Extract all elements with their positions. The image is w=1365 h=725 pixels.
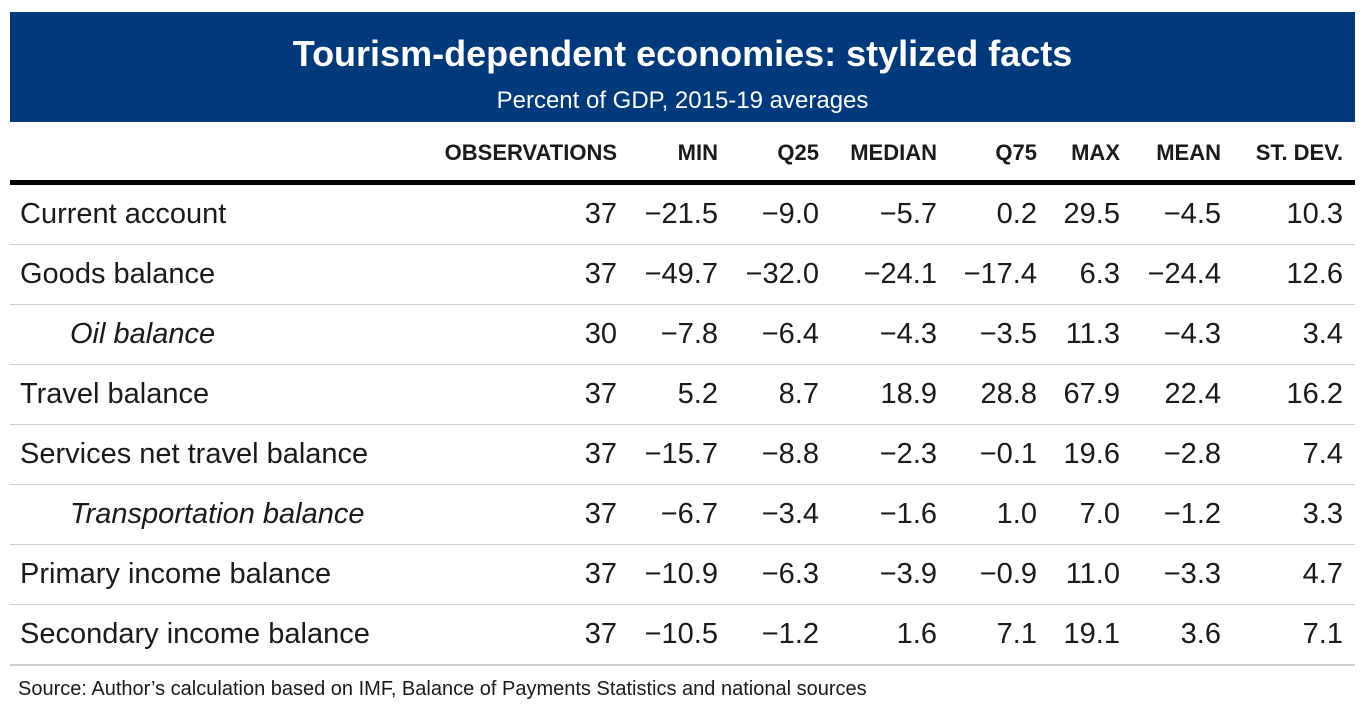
cell-st-dev: 12.6: [1286, 258, 1343, 290]
cell-q75: 0.2: [996, 198, 1037, 230]
cell-max: 19.1: [1063, 618, 1120, 650]
cell-max: 29.5: [1063, 198, 1120, 230]
cell-q75: 7.1: [996, 618, 1037, 650]
cell-median: −5.7: [879, 198, 937, 230]
cell-min: −6.7: [660, 498, 718, 530]
cell-q25: 8.7: [778, 378, 819, 410]
cell-q75: 28.8: [980, 378, 1037, 410]
cell-q25: −6.4: [761, 318, 819, 350]
table-row: Oil balance 30 −7.8 −6.4 −4.3 −3.5 11.3 −4.3 3.4: [10, 305, 1355, 365]
cell-q25: −1.2: [761, 618, 819, 650]
cell-mean: −3.3: [1163, 558, 1221, 590]
cell-q75: 1.0: [996, 498, 1037, 530]
row-label: Travel balance: [20, 378, 210, 410]
row-label: Transportation balance: [70, 498, 365, 530]
cell-observations: 37: [584, 258, 617, 290]
row-label: Primary income balance: [20, 558, 332, 590]
cell-st-dev: 3.3: [1302, 498, 1343, 530]
cell-mean: 3.6: [1180, 618, 1221, 650]
cell-mean: −4.3: [1163, 318, 1221, 350]
row-label: Current account: [20, 198, 227, 230]
cell-observations: 37: [584, 198, 617, 230]
cell-q75: −17.4: [963, 258, 1037, 290]
cell-max: 11.3: [1065, 318, 1120, 350]
table-row: Secondary income balance 37 −10.5 −1.2 1.6 7.…: [10, 605, 1355, 666]
cell-q25: −6.3: [761, 558, 819, 590]
column-header-min: MIN: [677, 140, 718, 165]
cell-max: 11.0: [1065, 558, 1120, 590]
table-row: Current account 37 −21.5 −9.0 −5.7 0.2 29.5 −4.…: [10, 185, 1355, 245]
page-subtitle: Percent of GDP, 2015-19 averages: [496, 87, 869, 114]
cell-min: 5.2: [677, 378, 718, 410]
table-row: Services net travel balance 37 −15.7 −8.8 −2…: [10, 425, 1355, 485]
row-label: Services net travel balance: [20, 438, 369, 470]
cell-median: −4.3: [879, 318, 937, 350]
cell-q25: −32.0: [745, 258, 819, 290]
table-row: Primary income balance 37 −10.9 −6.3 −3.9 −0.…: [10, 545, 1355, 605]
cell-median: −24.1: [863, 258, 937, 290]
cell-mean: 22.4: [1164, 378, 1221, 410]
cell-median: 18.9: [880, 378, 937, 410]
cell-max: 67.9: [1063, 378, 1120, 410]
cell-min: −7.8: [660, 318, 718, 350]
cell-min: −15.7: [644, 438, 718, 470]
cell-st-dev: 7.4: [1302, 438, 1343, 470]
column-header-observations: OBSERVATIONS: [444, 140, 617, 165]
cell-q75: −3.5: [979, 318, 1037, 350]
cell-min: −10.5: [644, 618, 718, 650]
cell-max: 6.3: [1079, 258, 1120, 290]
cell-q25: −8.8: [761, 438, 819, 470]
cell-median: −2.3: [879, 438, 937, 470]
column-header-median: MEDIAN: [850, 140, 937, 165]
cell-q25: −3.4: [761, 498, 819, 530]
cell-median: −1.6: [879, 498, 937, 530]
cell-mean: −24.4: [1147, 258, 1221, 290]
cell-observations: 37: [584, 498, 617, 530]
cell-max: 19.6: [1063, 438, 1120, 470]
cell-median: 1.6: [896, 618, 937, 650]
table-row: Travel balance 37 5.2 8.7 18.9 28.8 67.9 22.4 16…: [10, 365, 1355, 425]
stats-table: OBSERVATIONS MIN Q25 MEDIAN Q75 MAX MEAN…: [10, 122, 1355, 666]
cell-observations: 37: [584, 438, 617, 470]
cell-q75: −0.9: [979, 558, 1037, 590]
cell-mean: −4.5: [1163, 198, 1221, 230]
title-banner: Tourism-dependent economies: stylized fa…: [10, 12, 1355, 122]
cell-min: −49.7: [644, 258, 718, 290]
cell-observations: 37: [584, 618, 617, 650]
cell-max: 7.0: [1079, 498, 1120, 530]
row-label: Oil balance: [70, 318, 216, 350]
column-header-mean: MEAN: [1156, 140, 1221, 165]
cell-mean: −2.8: [1163, 438, 1221, 470]
row-label: Secondary income balance: [20, 618, 370, 650]
page-title: Tourism-dependent economies: stylized fa…: [292, 33, 1073, 74]
cell-st-dev: 10.3: [1286, 198, 1343, 230]
cell-observations: 37: [584, 378, 617, 410]
cell-min: −10.9: [644, 558, 718, 590]
table-row: Goods balance 37 −49.7 −32.0 −24.1 −17.4 6.3 −2…: [10, 245, 1355, 305]
cell-observations: 30: [584, 318, 617, 350]
column-header-q75: Q75: [995, 140, 1037, 165]
cell-st-dev: 16.2: [1286, 378, 1343, 410]
cell-st-dev: 3.4: [1302, 318, 1343, 350]
cell-observations: 37: [584, 558, 617, 590]
cell-q75: −0.1: [979, 438, 1037, 470]
cell-st-dev: 7.1: [1302, 618, 1343, 650]
cell-st-dev: 4.7: [1302, 558, 1343, 590]
row-label: Goods balance: [20, 258, 216, 290]
column-header-max: MAX: [1071, 140, 1120, 165]
table-body: Current account 37 −21.5 −9.0 −5.7 0.2 29.5 −4.…: [10, 185, 1355, 666]
cell-median: −3.9: [879, 558, 937, 590]
cell-mean: −1.2: [1163, 498, 1221, 530]
column-header-q25: Q25: [777, 140, 819, 165]
cell-q25: −9.0: [761, 198, 819, 230]
table-header-row: OBSERVATIONS MIN Q25 MEDIAN Q75 MAX MEAN…: [10, 122, 1355, 185]
source-note: Source: Author’s calculation based on IM…: [18, 678, 867, 700]
column-header-st-dev: ST. DEV.: [1255, 140, 1343, 165]
cell-min: −21.5: [644, 198, 718, 230]
table-row: Transportation balance 37 −6.7 −3.4 −1.6 1.0 7…: [10, 485, 1355, 545]
